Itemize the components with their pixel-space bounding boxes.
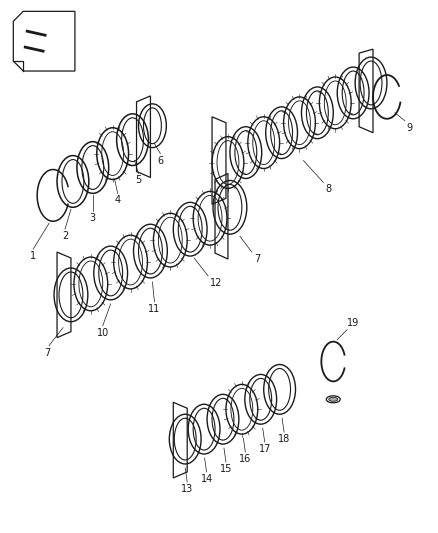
Text: 11: 11 xyxy=(148,304,161,314)
Text: 8: 8 xyxy=(325,184,332,195)
Text: 16: 16 xyxy=(239,454,251,464)
Text: 12: 12 xyxy=(210,278,223,288)
Text: 19: 19 xyxy=(347,318,360,328)
Text: 3: 3 xyxy=(90,213,96,223)
Text: 5: 5 xyxy=(135,175,141,185)
Text: 15: 15 xyxy=(220,464,232,474)
Text: 1: 1 xyxy=(30,251,36,261)
Text: 18: 18 xyxy=(278,434,290,444)
Text: 7: 7 xyxy=(254,254,260,264)
Text: 7: 7 xyxy=(44,348,50,358)
Text: 9: 9 xyxy=(407,123,413,133)
Text: 6: 6 xyxy=(157,156,163,166)
Text: 17: 17 xyxy=(258,444,271,454)
Ellipse shape xyxy=(329,397,338,401)
Text: 4: 4 xyxy=(115,196,121,205)
Text: 2: 2 xyxy=(62,231,68,241)
Text: 10: 10 xyxy=(97,328,109,338)
Text: 13: 13 xyxy=(181,484,193,494)
Text: 14: 14 xyxy=(201,474,213,484)
